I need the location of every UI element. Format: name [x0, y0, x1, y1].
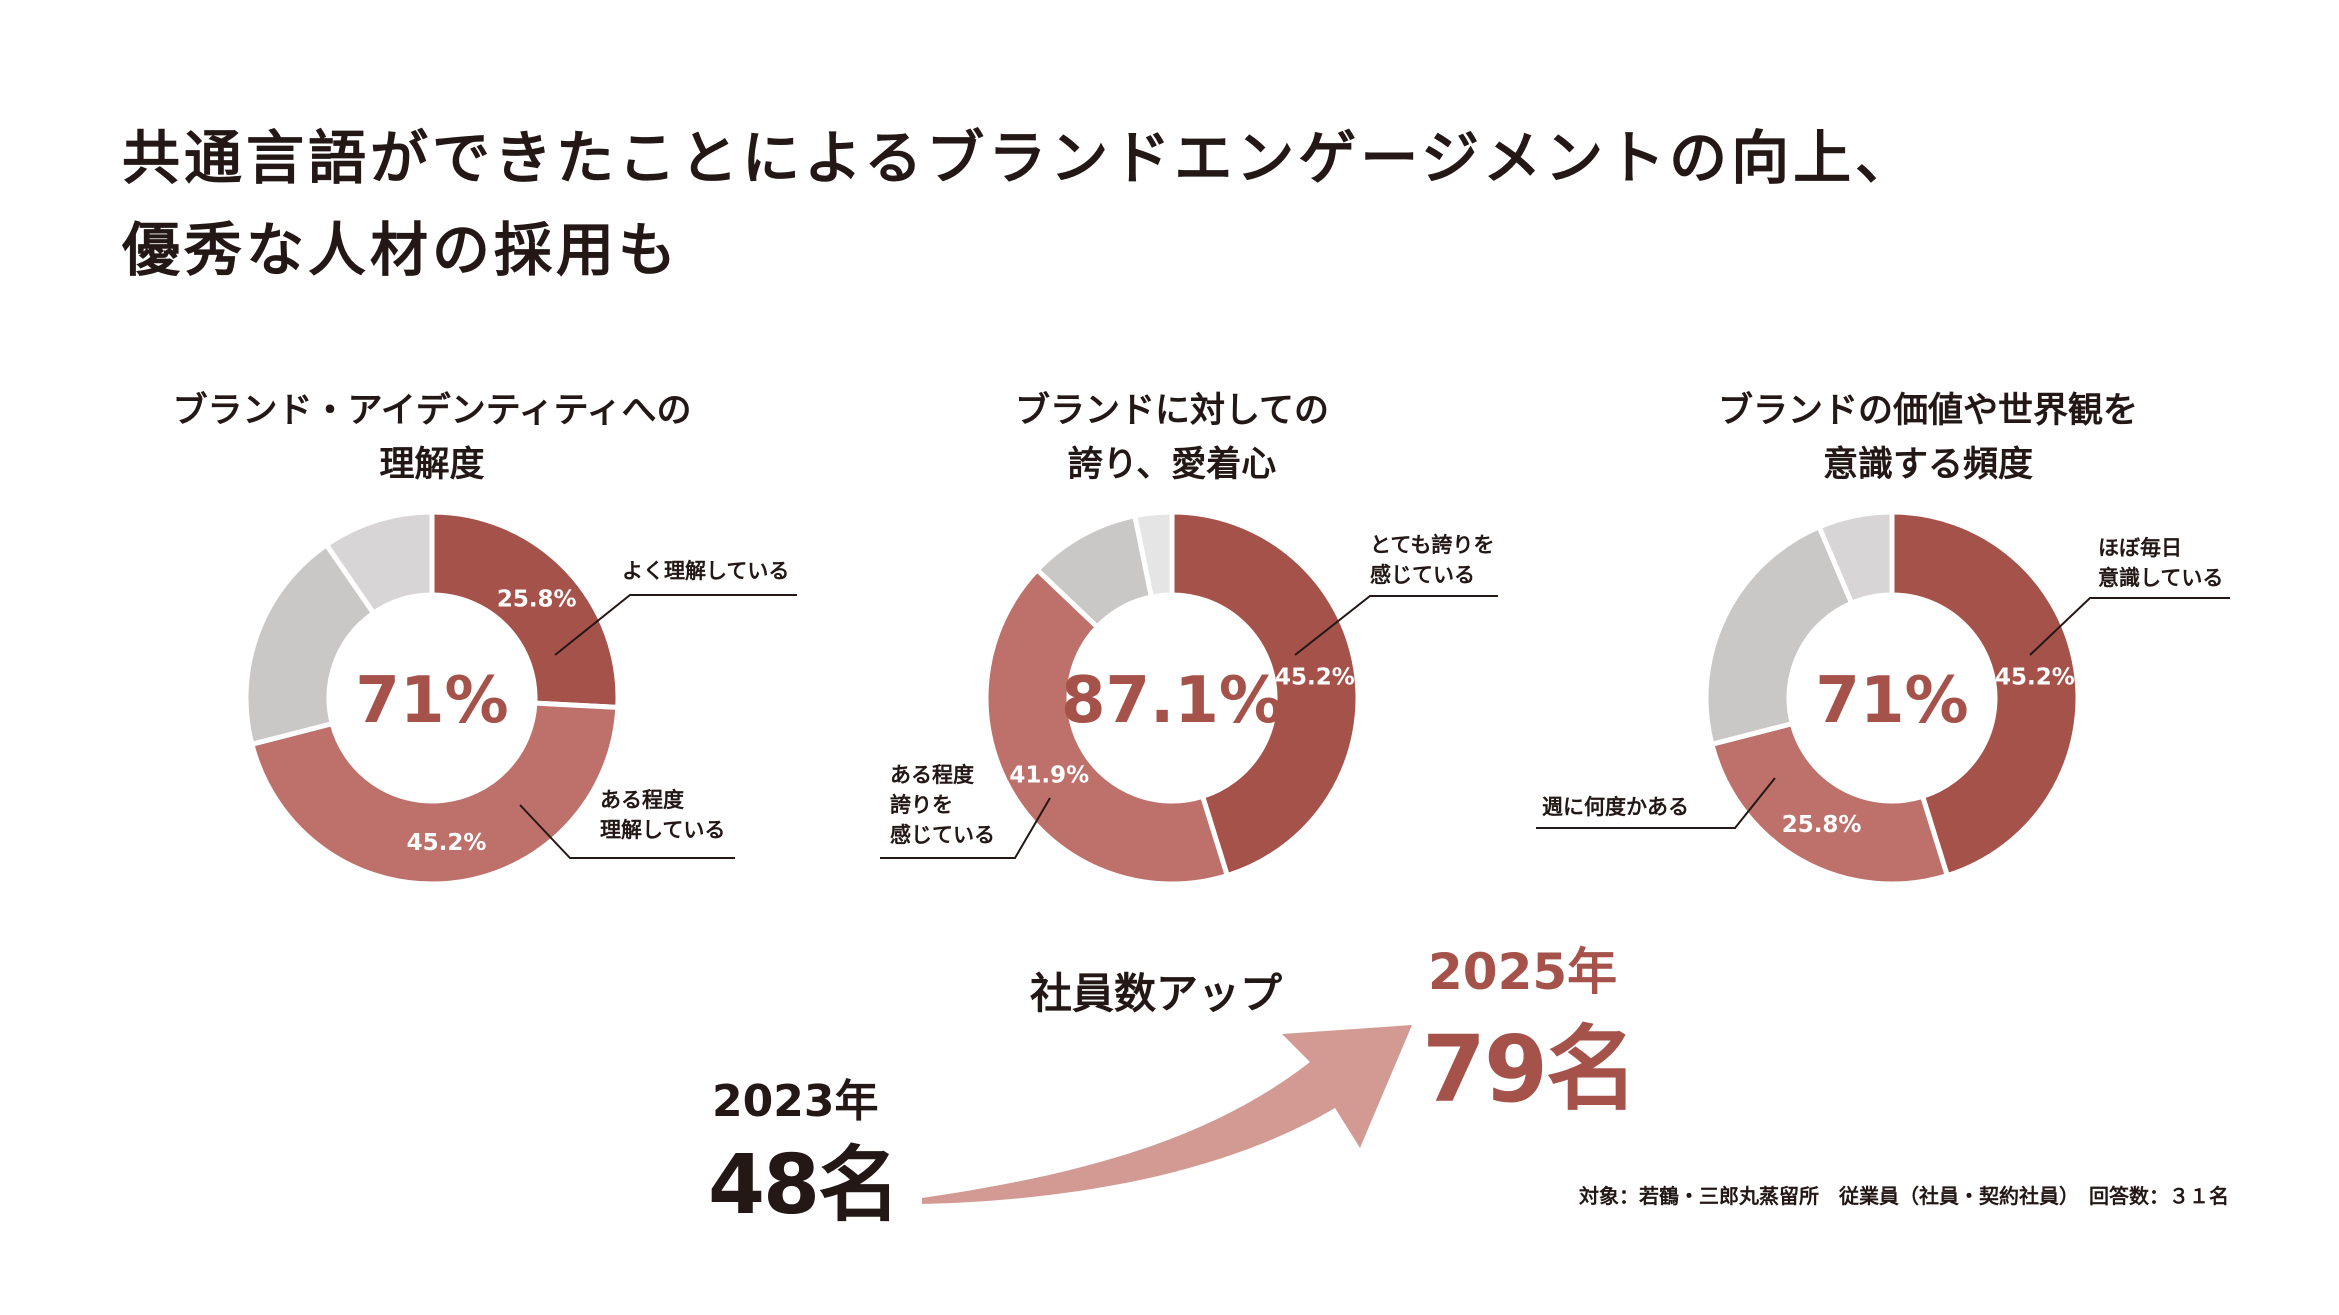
donut2-slice-1: [1169, 509, 1361, 879]
chart1-title: ブランド・アイデンティティへの 理解度: [132, 384, 732, 492]
donut-chart-2: 45.2% 41.9% 87.1%: [983, 509, 1361, 887]
page-title-line1: 共通言語ができたことによるブランドエンゲージメントの向上、: [122, 124, 1918, 192]
chart2-title-line2: 誇り、愛着心: [1067, 445, 1277, 485]
callout-1a: よく理解している: [622, 556, 789, 586]
callout-2a: とても誇りを 感じている: [1370, 530, 1494, 590]
employee-growth-heading: 社員数アップ: [1030, 969, 1283, 1018]
growth-arrow: [922, 1025, 1412, 1204]
chart1-title-line1: ブランド・アイデンティティへの: [172, 391, 692, 431]
leader-line-2b: [880, 797, 1051, 859]
to-count: 79名: [1422, 1016, 1638, 1123]
leader-line-3b: [1536, 777, 1776, 829]
donut1-slice-3: [243, 541, 378, 748]
chart3-title-line1: ブランドの価値や世界観を: [1717, 391, 2138, 431]
leader-line-2a: [1294, 595, 1498, 656]
donut1-center-value: 71%: [355, 664, 508, 738]
donut2-center-value: 87.1%: [1061, 664, 1283, 738]
donut2-slice-2-label: 41.9%: [1009, 762, 1089, 788]
callout-2b-line2: 誇りを: [890, 793, 953, 817]
donut1-slice-4: [323, 509, 435, 617]
donut3-slice-2: [1708, 720, 1951, 887]
callout-1b-line1: ある程度: [600, 788, 684, 812]
callout-3a: ほぼ毎日 意識している: [2098, 533, 2223, 593]
callout-1a-text: よく理解している: [622, 559, 790, 583]
donut2-slice-4: [1131, 509, 1175, 601]
callout-1b-line2: 理解している: [600, 818, 726, 842]
donut-chart-3: 45.2% 25.8% 71%: [1703, 509, 2081, 887]
to-year: 2025年: [1428, 943, 1618, 1001]
chart2-title-line1: ブランドに対しての: [1015, 391, 1329, 431]
donut1-slice-2-label: 45.2%: [407, 830, 487, 856]
callout-leader-lines: [519, 594, 2230, 859]
callout-2b: ある程度 誇りを 感じている: [890, 760, 995, 850]
chart3-title: ブランドの価値や世界観を 意識する頻度: [1628, 384, 2228, 492]
donut3-slice-4: [1815, 509, 1895, 607]
donut1-slice-1-label: 25.8%: [497, 586, 577, 612]
page-title-line2: 優秀な人材の採用も: [122, 216, 681, 284]
donut3-slice-2-label: 25.8%: [1782, 812, 1862, 838]
callout-3b: 週に何度かある: [1542, 792, 1689, 822]
callout-2b-line1: ある程度: [890, 763, 974, 787]
chart3-title-line2: 意識する頻度: [1822, 445, 2033, 485]
callout-1b: ある程度 理解している: [600, 785, 725, 845]
callout-3a-line2: 意識している: [2098, 566, 2224, 590]
callout-3b-text: 週に何度かある: [1542, 795, 1689, 819]
leader-line-3a: [2029, 597, 2230, 656]
leader-line-1b: [519, 804, 735, 859]
chart2-title: ブランドに対しての 誇り、愛着心: [872, 384, 1472, 492]
donut1-slice-2: [248, 700, 621, 887]
donut3-slice-1: [1889, 509, 2081, 879]
donut-chart-1: 25.8% 45.2% 71%: [243, 509, 621, 887]
callout-2b-line3: 感じている: [890, 823, 995, 847]
survey-note: 対象：若鶴・三郎丸蒸留所 従業員（社員・契約社員） 回答数：３１名: [1579, 1184, 2229, 1208]
donut3-slice-3: [1703, 523, 1855, 748]
callout-3a-line1: ほぼ毎日: [2098, 536, 2182, 560]
callout-2a-line1: とても誇りを: [1370, 533, 1495, 557]
from-year: 2023年: [712, 1076, 879, 1127]
donut2-slice-1-label: 45.2%: [1275, 664, 1355, 690]
donut3-center-value: 71%: [1815, 664, 1968, 738]
leader-line-1a: [554, 594, 797, 656]
callout-2a-line2: 感じている: [1370, 563, 1475, 587]
donut3-slice-1-label: 45.2%: [1995, 664, 2075, 690]
chart1-title-line2: 理解度: [379, 445, 485, 485]
page-title: 共通言語ができたことによるブランドエンゲージメントの向上、 優秀な人材の採用も: [122, 112, 2222, 296]
from-count: 48名: [708, 1138, 900, 1233]
donut1-slice-1: [429, 509, 621, 710]
